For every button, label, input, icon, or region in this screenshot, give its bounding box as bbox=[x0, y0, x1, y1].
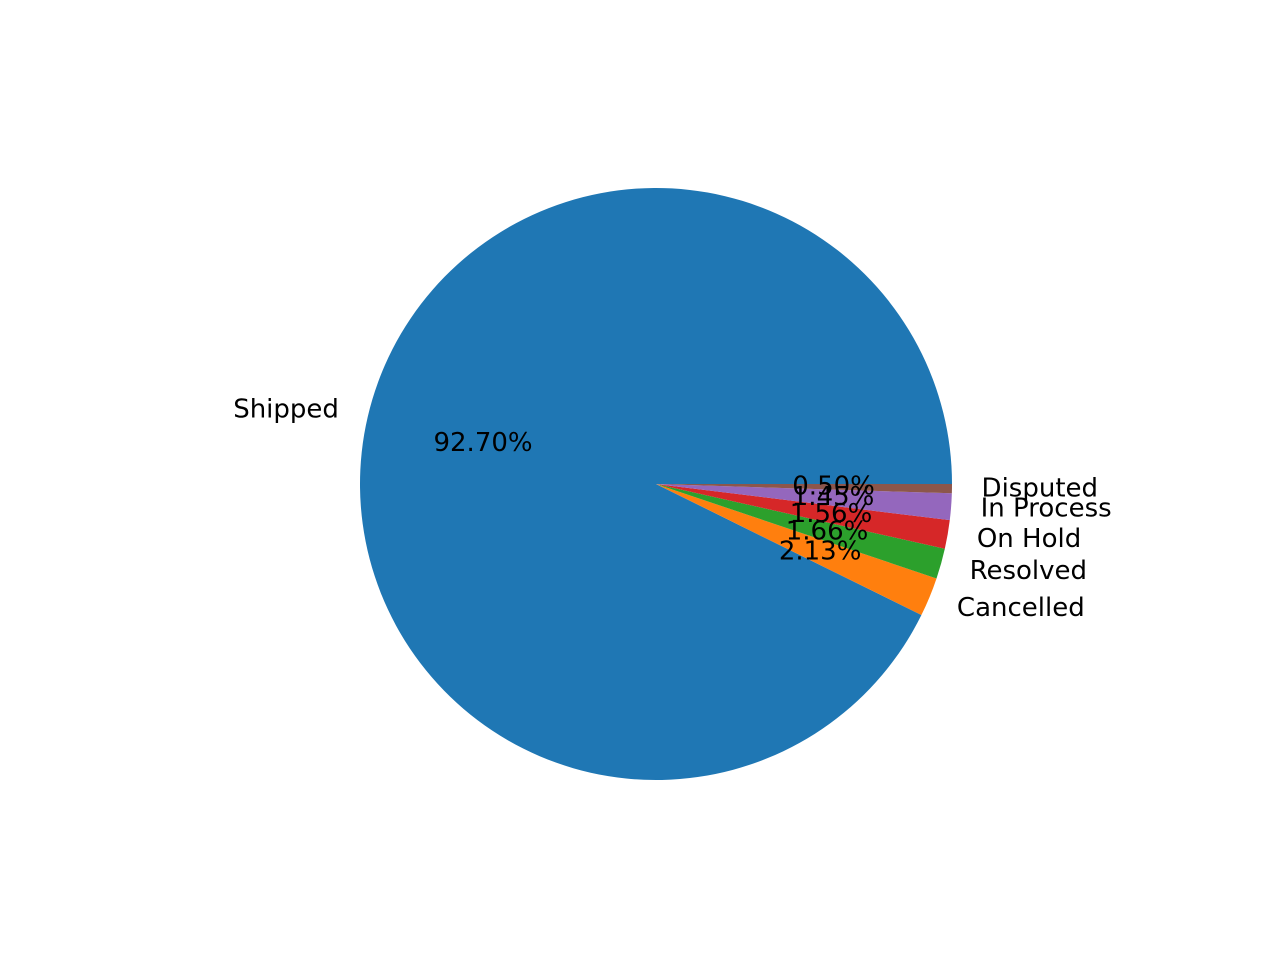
slice-label-on-hold: On Hold bbox=[977, 524, 1081, 554]
slice-label-in-process: In Process bbox=[981, 494, 1112, 524]
pie-slice-in-process bbox=[656, 484, 952, 521]
slice-percent-cancelled: 2.13% bbox=[779, 536, 862, 566]
slice-label-cancelled: Cancelled bbox=[957, 593, 1085, 623]
pie-slices bbox=[360, 187, 952, 780]
slice-label-resolved: Resolved bbox=[970, 556, 1087, 586]
slice-label-disputed: Disputed bbox=[982, 474, 1098, 504]
pie-slice-on-hold bbox=[656, 484, 950, 549]
slice-percent-on-hold: 1.56% bbox=[790, 499, 873, 529]
pie-slice-disputed bbox=[656, 484, 952, 494]
slice-percent-resolved: 1.66% bbox=[786, 516, 869, 546]
slice-percent-shipped: 92.70% bbox=[433, 428, 532, 458]
slice-label-shipped: Shipped bbox=[233, 394, 339, 424]
pie-labels: Shipped 92.70% Cancelled 2.13% Resolved 1.66%… bbox=[233, 394, 1111, 622]
slice-percent-disputed: 0.50% bbox=[792, 471, 875, 501]
slice-percent-in-process: 1.45% bbox=[792, 482, 875, 512]
pie-slice-cancelled bbox=[656, 484, 937, 616]
pie-slice-resolved bbox=[656, 484, 945, 579]
